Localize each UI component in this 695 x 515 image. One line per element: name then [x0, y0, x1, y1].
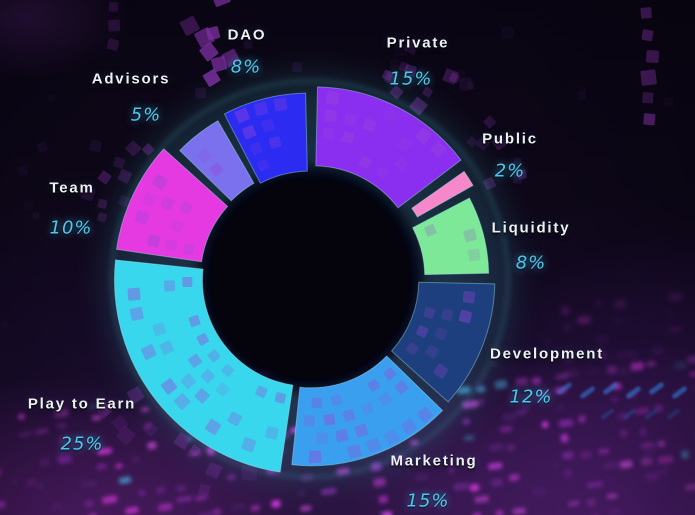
slice-marketing — [291, 355, 444, 467]
slice-play-to-earn — [113, 259, 294, 473]
slice-private — [315, 86, 462, 209]
slice-public — [411, 170, 474, 218]
decoration-squares — [17, 0, 674, 515]
slice-dao — [223, 92, 308, 184]
slice-development — [390, 281, 496, 403]
slice-liquidity — [411, 197, 490, 276]
donut-segments — [113, 86, 496, 473]
donut-hole — [199, 168, 421, 390]
slice-team — [115, 148, 229, 263]
slice-advisors — [178, 120, 255, 202]
